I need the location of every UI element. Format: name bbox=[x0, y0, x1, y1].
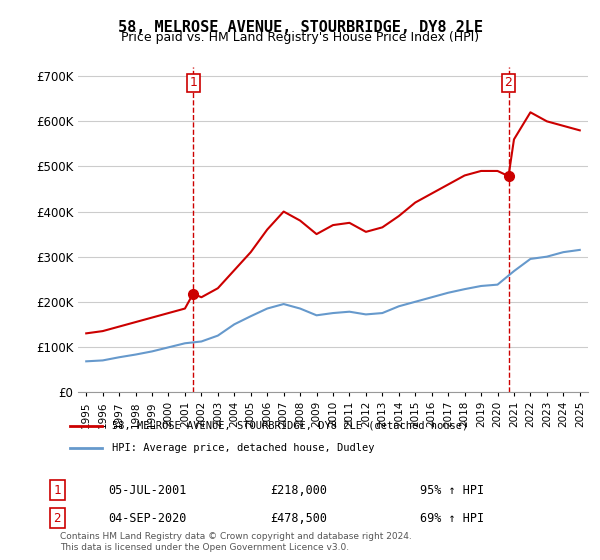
Text: 58, MELROSE AVENUE, STOURBRIDGE, DY8 2LE: 58, MELROSE AVENUE, STOURBRIDGE, DY8 2LE bbox=[118, 20, 482, 35]
Text: 2: 2 bbox=[505, 76, 512, 89]
Text: 2: 2 bbox=[53, 511, 61, 525]
Text: Contains HM Land Registry data © Crown copyright and database right 2024.
This d: Contains HM Land Registry data © Crown c… bbox=[60, 532, 412, 552]
Text: 95% ↑ HPI: 95% ↑ HPI bbox=[420, 483, 484, 497]
Text: 1: 1 bbox=[53, 483, 61, 497]
Text: £478,500: £478,500 bbox=[270, 511, 327, 525]
Text: £218,000: £218,000 bbox=[270, 483, 327, 497]
Text: 05-JUL-2001: 05-JUL-2001 bbox=[108, 483, 187, 497]
Text: Price paid vs. HM Land Registry's House Price Index (HPI): Price paid vs. HM Land Registry's House … bbox=[121, 31, 479, 44]
Text: 69% ↑ HPI: 69% ↑ HPI bbox=[420, 511, 484, 525]
Text: 04-SEP-2020: 04-SEP-2020 bbox=[108, 511, 187, 525]
Text: 58, MELROSE AVENUE, STOURBRIDGE, DY8 2LE (detached house): 58, MELROSE AVENUE, STOURBRIDGE, DY8 2LE… bbox=[112, 421, 469, 431]
Text: 1: 1 bbox=[189, 76, 197, 89]
Text: HPI: Average price, detached house, Dudley: HPI: Average price, detached house, Dudl… bbox=[112, 443, 374, 453]
